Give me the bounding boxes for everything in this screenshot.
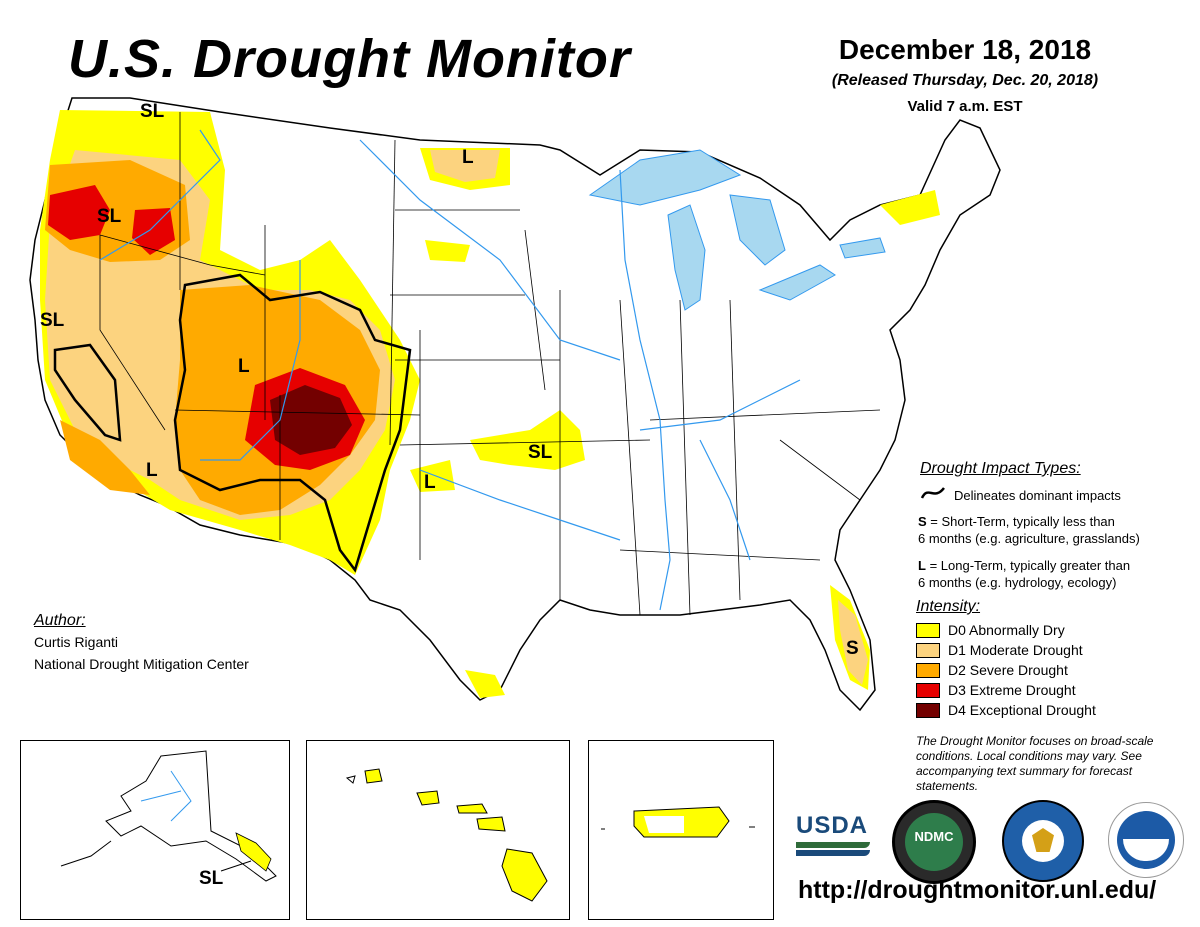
label-l-newmexico: L	[424, 472, 436, 493]
intensity-row: D3 Extreme Drought	[916, 680, 1096, 700]
d3-oregon	[48, 185, 110, 240]
lake-michigan	[667, 204, 706, 311]
release-date: (Released Thursday, Dec. 20, 2018)	[831, 72, 1099, 89]
lake-ontario	[839, 237, 886, 259]
label-sl-kansas: SL	[528, 442, 553, 463]
intensity-heading: Intensity:	[916, 598, 981, 615]
state-borders	[99, 112, 881, 616]
l-key: L	[918, 558, 926, 573]
label-sl-california: SL	[40, 310, 65, 331]
intensity-swatch	[916, 702, 940, 718]
commerce-logo	[1002, 800, 1084, 882]
short-term-line1: S = Short-Term, typically less than	[918, 513, 1115, 530]
alaska-map: SL	[60, 750, 277, 889]
noaa-logo	[1108, 802, 1184, 878]
long-term-text: = Long-Term, typically greater than	[929, 558, 1131, 573]
d0-maine	[880, 190, 940, 225]
d1-nd	[430, 150, 500, 182]
short-term-text: = Short-Term, typically less than	[930, 514, 1115, 529]
intensity-swatch	[916, 662, 940, 678]
delineate-line-icon	[920, 487, 945, 499]
lake-superior	[588, 149, 742, 206]
puerto-rico-inset	[588, 740, 774, 920]
intensity-swatch	[916, 682, 940, 698]
delineates-text: Delineates dominant impacts	[954, 488, 1121, 503]
alaska-inset: SL	[20, 740, 290, 920]
intensity-label: D2 Severe Drought	[948, 662, 1068, 678]
label-s-florida: S	[846, 638, 859, 659]
disclaimer-note: The Drought Monitor focuses on broad-sca…	[916, 734, 1154, 793]
short-term-line2: 6 months (e.g. agriculture, grasslands)	[918, 531, 1140, 546]
intensity-swatch	[916, 622, 940, 638]
intensity-label: D0 Abnormally Dry	[948, 622, 1065, 638]
ndmc-text: NDMC	[914, 829, 954, 844]
intensity-row: D4 Exceptional Drought	[916, 700, 1096, 720]
puerto-rico-map	[601, 806, 755, 838]
label-l-utah: L	[238, 356, 250, 377]
author-name: Curtis Riganti	[34, 634, 119, 650]
label-sl-alaska: SL	[199, 868, 224, 889]
usda-logo: USDA	[796, 812, 870, 860]
intensity-label: D3 Extreme Drought	[948, 682, 1076, 698]
author-heading: Author:	[34, 612, 86, 629]
valid-time: Valid 7 a.m. EST	[907, 98, 1023, 115]
d0-ks	[470, 410, 585, 470]
d2-so-cal	[60, 420, 150, 495]
author-org: National Drought Mitigation Center	[34, 656, 249, 672]
usda-text: USDA	[796, 812, 869, 839]
intensity-row: D0 Abnormally Dry	[916, 620, 1096, 640]
intensity-legend: D0 Abnormally Dry D1 Moderate Drought D2 S…	[916, 620, 1096, 720]
d0-tx-south	[465, 670, 505, 698]
lake-erie	[758, 264, 836, 301]
d0-sd	[425, 240, 470, 262]
label-sl-oregon: SL	[97, 206, 122, 227]
map-title: U.S. Drought Monitor	[68, 29, 631, 89]
rivers	[99, 129, 801, 611]
long-term-line1: L = Long-Term, typically greater than	[918, 557, 1130, 574]
label-l-arizona: L	[146, 460, 158, 481]
d4-four-corners	[270, 385, 352, 455]
d1-fl	[838, 600, 868, 685]
impact-types-heading: Drought Impact Types:	[920, 460, 1081, 477]
long-term-line2: 6 months (e.g. hydrology, ecology)	[918, 575, 1117, 590]
map-date: December 18, 2018	[838, 34, 1092, 65]
s-key: S	[918, 514, 927, 529]
label-l-montana: L	[462, 147, 474, 168]
intensity-label: D4 Exceptional Drought	[948, 702, 1096, 718]
ndmc-logo: NDMC	[892, 800, 976, 884]
intensity-label: D1 Moderate Drought	[948, 642, 1083, 658]
lake-huron	[729, 194, 786, 266]
d3-oregon-east	[132, 208, 175, 255]
intensity-row: D2 Severe Drought	[916, 660, 1096, 680]
impact-boundaries	[53, 273, 412, 573]
hawaii-inset	[306, 740, 570, 920]
intensity-swatch	[916, 642, 940, 658]
intensity-row: D1 Moderate Drought	[916, 640, 1096, 660]
hawaii-map	[345, 768, 548, 902]
label-sl-pnw: SL	[140, 101, 165, 122]
d0-ok-pan	[410, 460, 455, 492]
website-url[interactable]: http://droughtmonitor.unl.edu/	[798, 876, 1157, 904]
